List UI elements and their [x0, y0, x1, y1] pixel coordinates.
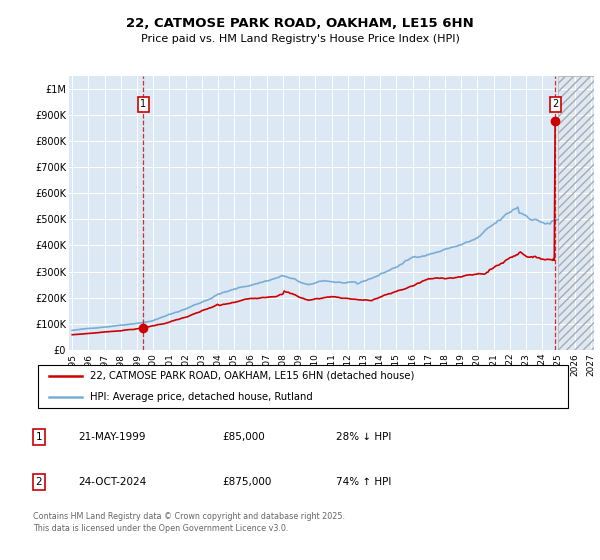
Text: HPI: Average price, detached house, Rutland: HPI: Average price, detached house, Rutl…: [90, 391, 313, 402]
Text: 74% ↑ HPI: 74% ↑ HPI: [336, 477, 391, 487]
Bar: [559, 76, 594, 350]
Text: Contains HM Land Registry data © Crown copyright and database right 2025.
This d: Contains HM Land Registry data © Crown c…: [33, 512, 345, 533]
Text: 24-OCT-2024: 24-OCT-2024: [78, 477, 146, 487]
Text: 28% ↓ HPI: 28% ↓ HPI: [336, 432, 391, 442]
Text: 22, CATMOSE PARK ROAD, OAKHAM, LE15 6HN (detached house): 22, CATMOSE PARK ROAD, OAKHAM, LE15 6HN …: [90, 371, 414, 381]
Text: 1: 1: [140, 100, 146, 109]
Text: 22, CATMOSE PARK ROAD, OAKHAM, LE15 6HN: 22, CATMOSE PARK ROAD, OAKHAM, LE15 6HN: [126, 17, 474, 30]
Text: £875,000: £875,000: [222, 477, 271, 487]
Text: 2: 2: [552, 100, 558, 109]
Bar: [559, 76, 594, 350]
Text: £85,000: £85,000: [222, 432, 265, 442]
FancyBboxPatch shape: [38, 365, 568, 408]
Text: 21-MAY-1999: 21-MAY-1999: [78, 432, 146, 442]
Text: 1: 1: [35, 432, 43, 442]
Text: Price paid vs. HM Land Registry's House Price Index (HPI): Price paid vs. HM Land Registry's House …: [140, 34, 460, 44]
Text: 2: 2: [35, 477, 43, 487]
